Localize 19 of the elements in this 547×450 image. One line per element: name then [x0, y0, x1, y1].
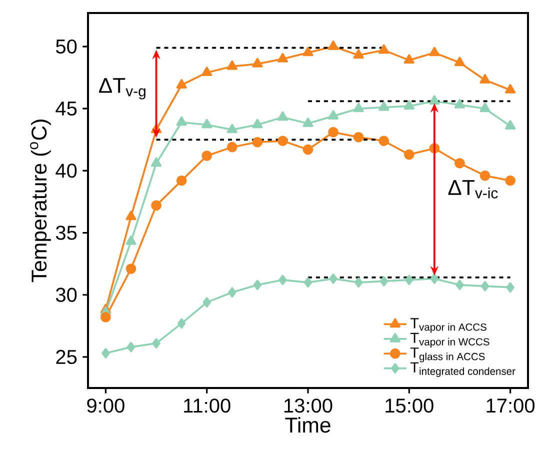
legend-label: $\text{T}_{\text{vapor in ACCS}}$: [410, 318, 486, 333]
y-tick-label: 35: [56, 226, 77, 240]
legend-label: $\text{T}_{\text{glass in ACCS}}$: [410, 348, 485, 362]
annotation: $\text{ΔT}_{\text{v-ic}}$: [448, 180, 498, 198]
y-tick-label: 30: [56, 288, 77, 302]
y-tick-label: 25: [56, 350, 77, 364]
annotation: $\text{ΔT}_{\text{v-g}}$: [99, 78, 146, 100]
legend-label: $\text{T}_{\text{vapor in WCCS}}$: [410, 332, 490, 348]
x-tick-label: 13:00: [284, 398, 332, 413]
x-tick-label: 9:00: [87, 398, 124, 413]
y-tick-label: 40: [56, 164, 77, 178]
x-tick-label: 15:00: [386, 398, 434, 413]
x-axis-title: Time: [285, 417, 330, 433]
y-axis-title: Temperature ($^{o}$C): [30, 120, 51, 282]
legend-label: $\text{T}_{\text{integrated condenser}}$: [410, 362, 516, 377]
y-tick-label: 45: [56, 102, 77, 116]
x-tick-label: 17:00: [486, 398, 535, 413]
y-tick-label: 50: [56, 39, 77, 54]
x-tick-label: 11:00: [184, 398, 230, 413]
